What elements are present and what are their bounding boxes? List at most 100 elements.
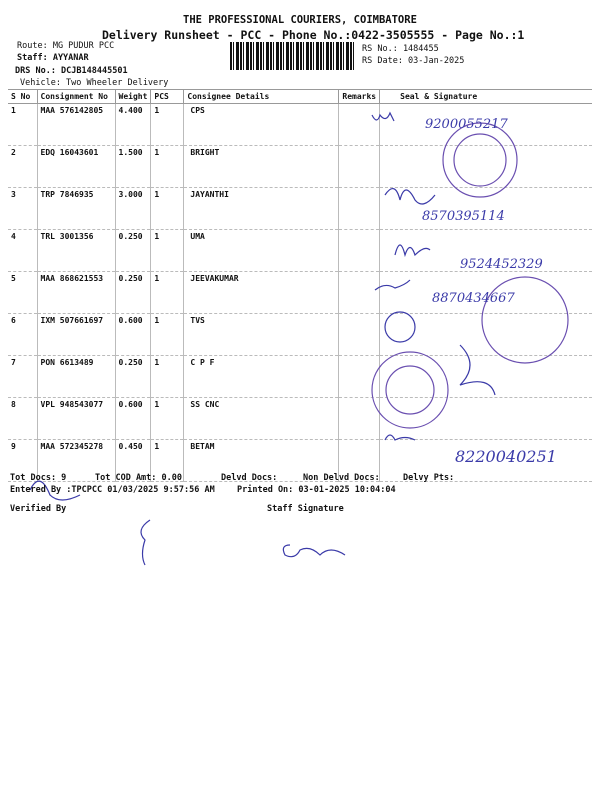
cell-sno: 1 (8, 103, 38, 146)
cell-remarks (338, 103, 381, 146)
signature-row6 (384, 311, 416, 343)
cell-consignment-no: MAA 576142805 (37, 103, 116, 146)
cell-seal-signature (379, 145, 592, 188)
cell-sno: 2 (8, 145, 38, 188)
cell-seal-signature (379, 103, 592, 146)
col-sno: S No (8, 89, 38, 104)
cell-remarks (338, 187, 381, 230)
stamp-ss-cnc (371, 351, 449, 429)
table-row: 5 MAA 868621553 0.250 1 JEEVAKUMAR (8, 271, 592, 314)
delivered-docs: Delvd Docs: (221, 473, 278, 483)
cell-consignee: JEEVAKUMAR (183, 271, 340, 314)
printed-on: Printed On: 03-01-2025 10:04:04 (237, 485, 396, 495)
cell-remarks (338, 145, 381, 188)
vehicle: Vehicle: Two Wheeler Delivery (20, 78, 169, 88)
signature-row1 (371, 111, 395, 122)
cell-sno: 9 (8, 439, 38, 482)
verified-by: Verified By (10, 504, 67, 514)
cell-remarks (338, 313, 381, 356)
cell-sno: 8 (8, 397, 38, 440)
cell-consignee: TVS (183, 313, 340, 356)
cell-sno: 5 (8, 271, 38, 314)
table-row: 3 TRP 7846935 3.000 1 JAYANTHI (8, 187, 592, 230)
staff: Staff: AYYANAR (17, 53, 89, 63)
cell-weight: 0.250 (115, 271, 152, 314)
verified-signature (140, 519, 151, 566)
cell-consignment-no: EDQ 16043601 (37, 145, 116, 188)
cell-pcs: 1 (150, 271, 185, 314)
cell-pcs: 1 (150, 439, 185, 482)
cell-pcs: 1 (150, 313, 185, 356)
cell-sno: 6 (8, 313, 38, 356)
route: Route: MG PUDUR PCC (17, 41, 115, 51)
rs-date: RS Date: 03-Jan-2025 (362, 56, 465, 66)
cell-remarks (338, 439, 381, 482)
table-header: S No Consignment No Weight PCS Consignee… (8, 89, 592, 104)
cell-weight: 0.600 (115, 397, 152, 440)
cell-pcs: 1 (150, 145, 185, 188)
cell-seal-signature (379, 355, 592, 398)
cell-seal-signature (379, 187, 592, 230)
table-row: 4 TRL 3001356 0.250 1 UMA (8, 229, 592, 272)
cell-remarks (338, 271, 381, 314)
cell-weight: 1.500 (115, 145, 152, 188)
signature-row9 (384, 434, 416, 441)
col-seal: Seal & Signature (379, 89, 592, 104)
cell-consignment-no: PON 6613489 (37, 355, 116, 398)
cell-consignment-no: TRL 3001356 (37, 229, 116, 272)
col-remarks: Remarks (338, 89, 381, 104)
cell-consignee: JAYANTHI (183, 187, 340, 230)
cell-pcs: 1 (150, 229, 185, 272)
cell-pcs: 1 (150, 187, 185, 230)
cell-remarks (338, 355, 381, 398)
delivery-points: Delvy Pts: (403, 473, 455, 483)
cell-remarks (338, 397, 381, 440)
runsheet-title: Delivery Runsheet - PCC - Phone No.:0422… (102, 28, 525, 42)
signature-row4 (394, 244, 431, 258)
cell-weight: 4.400 (115, 103, 152, 146)
phone-row4: 9524452329 (460, 257, 543, 272)
table-row: 9 MAA 572345278 0.450 1 BETAM (8, 439, 592, 482)
cell-pcs: 1 (150, 397, 185, 440)
table-row: 1 MAA 576142805 4.400 1 CPS (8, 103, 592, 146)
cell-seal-signature (379, 439, 592, 482)
cell-consignee: C P F (183, 355, 340, 398)
drs-number: DRS No.: DCJB148445501 (15, 66, 128, 76)
cell-consignee: BRIGHT (183, 145, 340, 188)
cell-weight: 3.000 (115, 187, 152, 230)
phone-row5: 8870434667 (432, 291, 515, 306)
col-consignment: Consignment No (37, 89, 116, 104)
cell-pcs: 1 (150, 355, 185, 398)
phone-row9: 8220040251 (455, 447, 557, 466)
signature-row3 (384, 188, 436, 205)
cell-weight: 0.600 (115, 313, 152, 356)
cell-consignee: SS CNC (183, 397, 340, 440)
table-row: 7 PON 6613489 0.250 1 C P F (8, 355, 592, 398)
signature-row5 (374, 279, 411, 291)
cell-consignee: UMA (183, 229, 340, 272)
cell-sno: 3 (8, 187, 38, 230)
cell-consignment-no: TRP 7846935 (37, 187, 116, 230)
phone-row3: 8570395114 (422, 209, 505, 224)
signature-row8 (459, 344, 496, 396)
staff-signature (282, 544, 346, 558)
cell-seal-signature (379, 271, 592, 314)
company-name: THE PROFESSIONAL COURIERS, COIMBATORE (183, 14, 417, 26)
cell-seal-signature (379, 397, 592, 440)
cell-consignment-no: IXM 507661697 (37, 313, 116, 356)
phone-row1: 9200055217 (425, 117, 508, 132)
cell-weight: 0.250 (115, 355, 152, 398)
stamp-bright (442, 122, 518, 198)
cell-weight: 0.450 (115, 439, 152, 482)
entered-by-signature (29, 480, 81, 501)
cell-consignee: CPS (183, 103, 340, 146)
table-row: 8 VPL 948543077 0.600 1 SS CNC (8, 397, 592, 440)
total-docs: Tot Docs: 9 (10, 473, 67, 483)
col-weight: Weight (115, 89, 152, 104)
cell-sno: 7 (8, 355, 38, 398)
cell-sno: 4 (8, 229, 38, 272)
rs-number: RS No.: 1484455 (362, 44, 439, 54)
col-consignee: Consignee Details (183, 89, 340, 104)
